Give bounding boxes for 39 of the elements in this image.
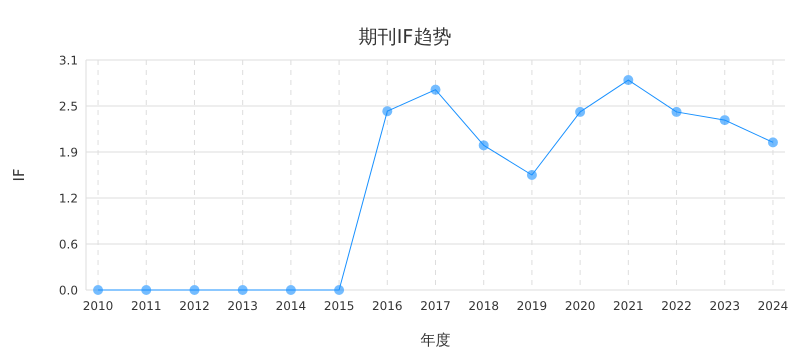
x-tick-label: 2020: [564, 299, 596, 313]
point: [93, 285, 104, 295]
x-tick-label: 2024: [758, 299, 788, 313]
x-axis-title: 年度: [420, 331, 450, 349]
x-tick-label: 2011: [130, 299, 162, 313]
point: [238, 285, 248, 295]
x-tick-label: 2013: [227, 299, 258, 313]
y-tick-label: 0.6: [58, 238, 78, 252]
x-tick-label: 2023: [709, 299, 740, 313]
point: [478, 140, 489, 150]
point: [141, 285, 152, 295]
y-axis-title: IF: [10, 168, 28, 182]
x-tick-label: 2019: [516, 299, 548, 313]
x-tick-label: 2016: [372, 299, 403, 313]
x-tick-label: 2010: [82, 299, 114, 313]
point: [334, 285, 344, 295]
x-tick-label: 2017: [420, 299, 451, 313]
point: [382, 106, 392, 116]
x-tick-label: 2015: [324, 299, 354, 313]
y-tick-label: 2.5: [58, 100, 78, 114]
point: [720, 115, 730, 126]
x-tick-label: 2014: [276, 299, 306, 313]
point: [623, 75, 634, 86]
x-tick-label: 2018: [468, 299, 499, 313]
point: [526, 170, 537, 180]
point: [430, 84, 440, 95]
x-tick-label: 2022: [661, 299, 692, 313]
point: [768, 137, 778, 148]
x-tick-label: 2012: [179, 299, 210, 313]
x-tick-label: 2021: [613, 299, 644, 313]
point: [286, 285, 296, 295]
point: [575, 106, 586, 117]
chart-title: 期刊IF趋势: [358, 26, 452, 48]
y-tick-label: 1.9: [58, 146, 78, 160]
y-tick-label: 1.2: [58, 192, 78, 206]
point: [189, 285, 200, 295]
y-tick-label: 3.1: [58, 54, 78, 68]
point: [672, 106, 682, 117]
y-tick-label: 0.0: [58, 284, 78, 298]
